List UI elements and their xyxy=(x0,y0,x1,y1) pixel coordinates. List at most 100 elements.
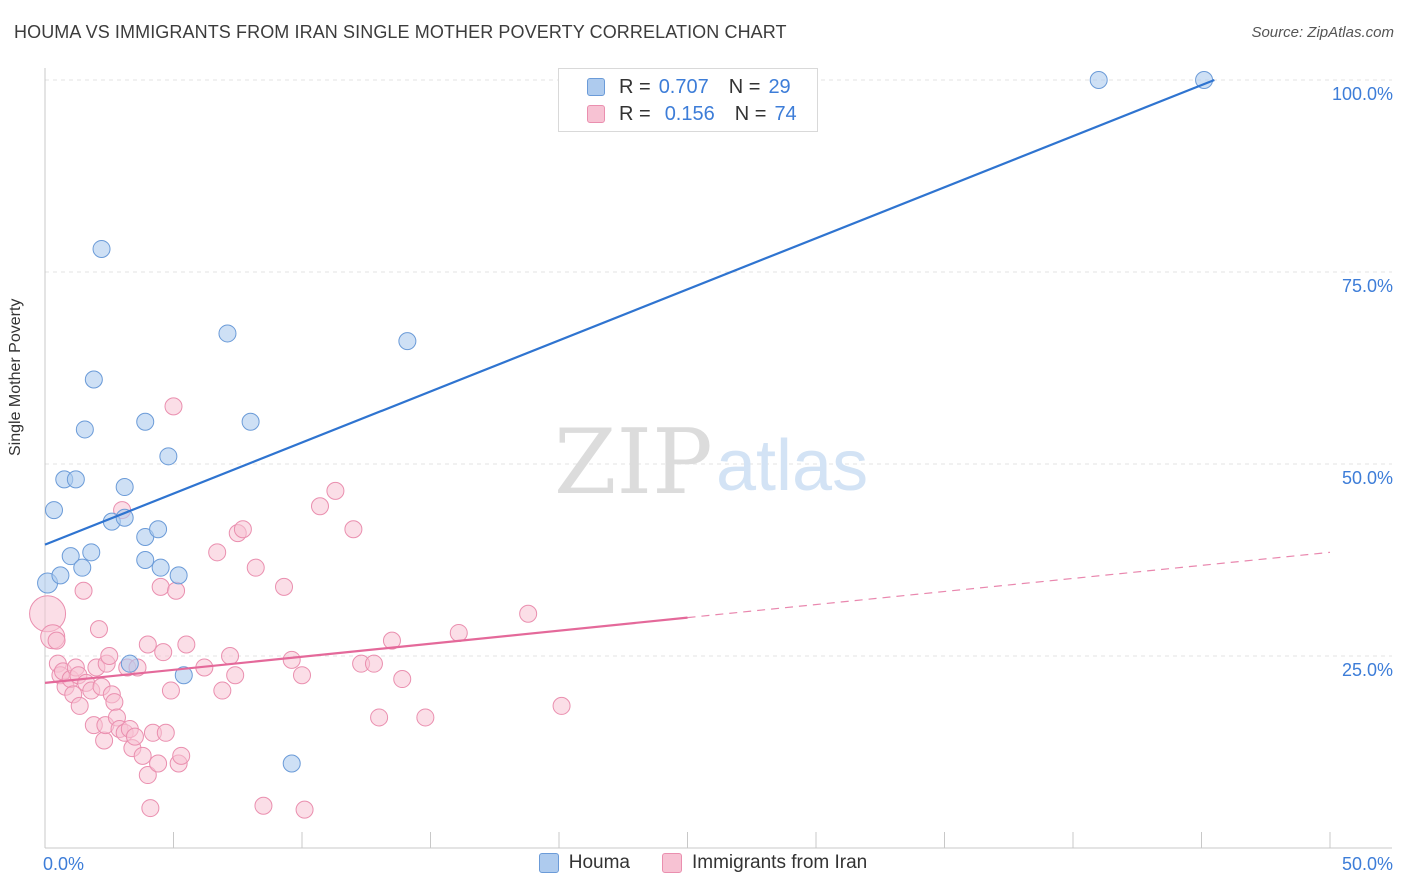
legend-r-value-houma: 0.707 xyxy=(658,75,709,98)
iran-point xyxy=(47,631,66,650)
iran-point xyxy=(138,766,157,785)
x-tick-label: 0.0% xyxy=(43,854,84,874)
houma-point xyxy=(44,501,63,520)
iran-point xyxy=(167,581,186,600)
iran-point xyxy=(164,397,183,416)
bottom-legend: Houma Immigrants from Iran xyxy=(0,852,1406,874)
legend-row-houma: R = 0.707 N = 29 xyxy=(587,75,791,99)
iran-point xyxy=(382,631,401,650)
source-credit: Source: ZipAtlas.com xyxy=(1251,24,1394,41)
houma-point xyxy=(159,447,178,466)
iran-point xyxy=(519,604,538,623)
trendline-houma xyxy=(44,78,1215,546)
watermark-atlas: atlas xyxy=(716,426,868,506)
iran-point xyxy=(138,635,157,654)
legend-r-label: R = xyxy=(619,75,651,98)
legend-row-iran: R = 0.156 N = 74 xyxy=(587,102,797,126)
houma-point xyxy=(398,332,417,351)
iran-point xyxy=(156,723,175,742)
bottom-legend-label-iran: Immigrants from Iran xyxy=(691,852,868,873)
legend-n-label: N = xyxy=(734,102,767,125)
legend-swatch-iran xyxy=(587,105,605,123)
iran-point xyxy=(221,647,240,665)
houma-point xyxy=(218,324,237,343)
iran-point xyxy=(74,581,93,600)
legend-r-label: R = xyxy=(619,102,651,125)
iran-point xyxy=(172,746,191,765)
iran-point xyxy=(293,666,311,685)
iran-point xyxy=(282,650,301,669)
series-iran-points xyxy=(29,397,571,819)
legend-n-value-houma: 29 xyxy=(768,75,791,98)
iran-point xyxy=(370,708,389,727)
legend-swatch-houma xyxy=(587,78,605,96)
iran-point xyxy=(89,620,108,639)
iran-point xyxy=(275,577,294,596)
y-tick-label: 75.0% xyxy=(1342,276,1393,296)
houma-point xyxy=(1089,71,1108,89)
iran-point xyxy=(393,670,412,689)
legend-n-value-iran: 74 xyxy=(774,102,797,125)
legend-box: R = 0.707 N = 29 R = 0.156 N = 74 xyxy=(558,68,818,132)
houma-point xyxy=(136,551,155,569)
bottom-legend-swatch-houma xyxy=(538,853,559,873)
iran-point xyxy=(226,666,245,685)
houma-point xyxy=(149,520,168,539)
legend-n-label: N = xyxy=(728,75,761,98)
houma-point xyxy=(92,239,111,258)
iran-point xyxy=(233,520,252,539)
iran-point xyxy=(141,799,160,818)
iran-point xyxy=(344,520,363,539)
iran-point xyxy=(125,727,144,746)
iran-point xyxy=(326,481,345,500)
iran-point xyxy=(177,635,196,654)
houma-point xyxy=(120,654,139,673)
y-tick-label: 100.0% xyxy=(1332,84,1393,104)
watermark-zip: ZIP xyxy=(554,410,713,515)
y-tick-label: 50.0% xyxy=(1342,468,1393,488)
houma-point xyxy=(151,558,170,577)
bottom-legend-houma[interactable]: Houma xyxy=(538,852,630,874)
iran-point xyxy=(208,543,227,562)
iran-point xyxy=(254,796,273,815)
iran-point xyxy=(105,693,124,712)
iran-point xyxy=(70,696,89,715)
iran-point xyxy=(151,577,170,596)
houma-point xyxy=(282,754,301,773)
iran-point xyxy=(552,696,571,715)
gridlines xyxy=(45,79,1392,657)
chart-title: HOUMA VS IMMIGRANTS FROM IRAN SINGLE MOT… xyxy=(14,22,787,42)
houma-point xyxy=(73,558,92,577)
iran-point xyxy=(161,681,180,700)
axes xyxy=(44,68,1392,849)
houma-point xyxy=(66,470,85,489)
bottom-legend-swatch-iran xyxy=(661,853,682,873)
series-houma-points xyxy=(37,71,1214,773)
y-tick-label: 25.0% xyxy=(1342,660,1393,680)
houma-point xyxy=(174,666,193,685)
trendline-iran-extension xyxy=(687,551,1331,619)
iran-point xyxy=(154,643,173,662)
iran-point xyxy=(416,708,435,727)
houma-point xyxy=(75,420,94,439)
houma-point xyxy=(169,566,188,585)
iran-point xyxy=(100,647,119,665)
trendline-iran xyxy=(44,616,688,684)
iran-point xyxy=(95,731,114,750)
iran-point xyxy=(149,754,168,773)
houma-point xyxy=(82,543,101,562)
iran-point xyxy=(310,497,329,516)
houma-point xyxy=(115,478,134,497)
legend-r-value-iran: 0.156 xyxy=(664,102,715,125)
iran-point xyxy=(246,558,265,577)
iran-point xyxy=(213,681,232,700)
iran-point xyxy=(364,654,383,673)
trendlines xyxy=(44,78,1331,684)
houma-point xyxy=(51,566,70,585)
iran-point xyxy=(133,746,152,765)
iran-point xyxy=(449,623,468,642)
houma-point xyxy=(84,370,103,389)
houma-point xyxy=(61,547,80,566)
bottom-legend-iran[interactable]: Immigrants from Iran xyxy=(661,852,868,874)
